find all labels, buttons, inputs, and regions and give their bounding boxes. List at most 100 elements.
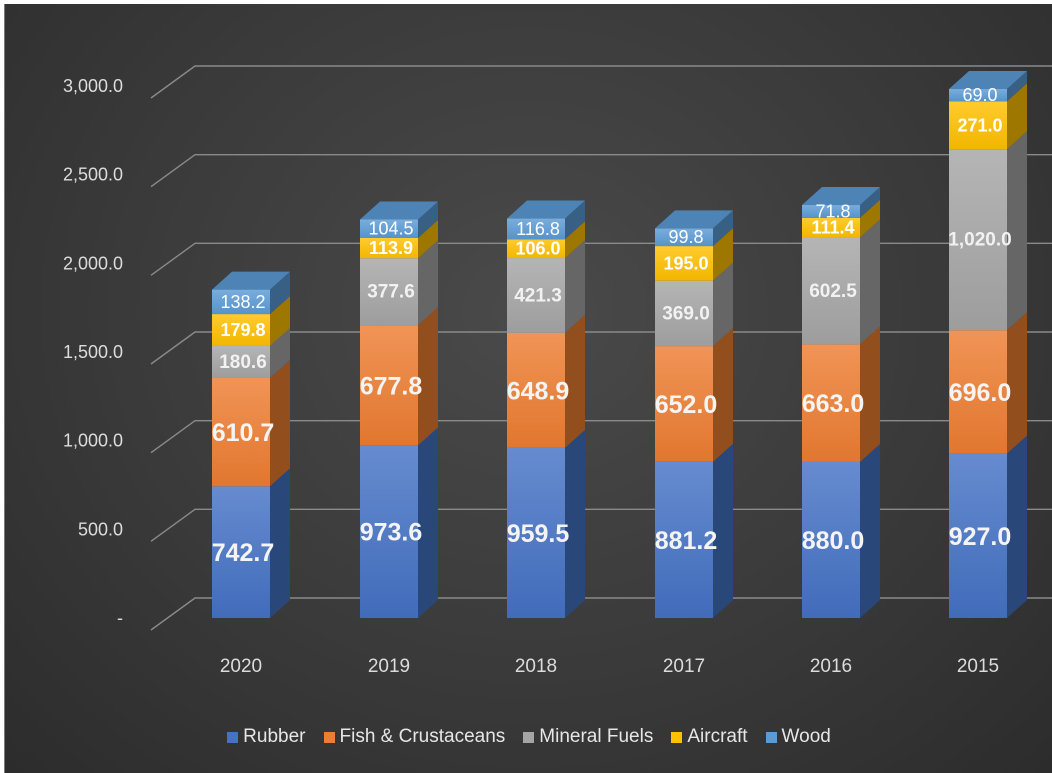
y-axis: - 500.0 1,000.0 1,500.0 2,000.0 2,500.0 3,000.… — [63, 76, 123, 628]
gridline — [150, 419, 1052, 454]
data-label: 959.5 — [507, 520, 570, 548]
bar-front — [507, 239, 565, 259]
bar-front — [360, 325, 418, 446]
bar-side — [565, 429, 585, 618]
gridlines — [150, 65, 1052, 631]
bar-side — [418, 219, 438, 259]
bar-segment — [507, 240, 585, 333]
y-tick-label: 500.0 — [78, 519, 123, 539]
data-label: 138.2 — [220, 292, 265, 312]
x-tick-label: 2015 — [957, 656, 999, 677]
bar-front — [360, 237, 418, 259]
y-tick-label: 1,500.0 — [63, 342, 123, 362]
bar-side — [1007, 71, 1027, 102]
bar-segment — [802, 199, 880, 238]
data-label: 106.0 — [515, 239, 560, 259]
y-tick-label: 2,500.0 — [63, 165, 123, 185]
legend-label: Rubber — [243, 726, 306, 747]
bar-segment — [949, 83, 1027, 150]
data-label: 696.0 — [949, 379, 1012, 407]
bar-segment — [212, 359, 290, 487]
legend: Rubber Fish & Crustaceans Mineral Fuels Air… — [5, 726, 1052, 748]
gridline — [150, 153, 1052, 188]
bar-segment — [655, 228, 733, 281]
bar-front — [802, 217, 860, 238]
bar-front — [212, 289, 270, 315]
gridline — [150, 331, 1052, 365]
data-label: 742.7 — [212, 539, 275, 567]
data-label: 369.0 — [662, 303, 710, 324]
bar-top — [507, 200, 585, 219]
bar-side — [565, 314, 585, 448]
bar-segment — [949, 312, 1027, 454]
bar-side — [1007, 131, 1027, 331]
gridline — [150, 597, 1052, 631]
bar-front — [802, 461, 860, 618]
bar-front — [507, 218, 565, 240]
chart-area: - 500.0 1,000.0 1,500.0 2,000.0 2,500.0 3,000.… — [4, 4, 1052, 773]
bar-segment — [802, 326, 880, 462]
bar-front — [360, 219, 418, 238]
data-label: 111.4 — [811, 218, 854, 238]
data-label: 973.6 — [360, 519, 423, 547]
bar-segment — [655, 443, 733, 618]
bar-side — [270, 327, 290, 378]
data-label: 377.6 — [367, 282, 415, 303]
bar-side — [713, 443, 733, 618]
bar-front — [802, 205, 860, 218]
bar-segment — [507, 314, 585, 448]
bar-front — [507, 258, 565, 333]
bar-segment — [360, 219, 438, 259]
x-tick-label: 2018 — [515, 656, 557, 677]
data-label: 610.7 — [212, 419, 275, 447]
bar-side — [1007, 435, 1027, 618]
data-label: 652.0 — [655, 391, 718, 419]
bar-top — [655, 210, 733, 229]
data-label: 880.0 — [802, 527, 865, 555]
data-label: 602.5 — [809, 281, 857, 302]
data-label: 195.0 — [663, 253, 708, 273]
data-label: 421.3 — [514, 285, 562, 306]
stacked-bar-chart: - 500.0 1,000.0 1,500.0 2,000.0 2,500.0 3,000.… — [63, 65, 1052, 677]
bar-top — [212, 271, 290, 290]
bar-front — [949, 149, 1007, 331]
bar-front — [360, 445, 418, 618]
bar-front — [212, 345, 270, 378]
x-axis: 2020 2019 2018 2017 2016 2015 — [220, 656, 999, 677]
bar-front — [655, 228, 713, 247]
bar-front — [802, 237, 860, 345]
bar-front — [360, 258, 418, 326]
x-tick-label: 2019 — [368, 656, 410, 677]
bar-side — [713, 210, 733, 247]
legend-label: Aircraft — [687, 726, 748, 747]
data-label: 677.8 — [360, 372, 423, 400]
bar-front — [212, 314, 270, 346]
data-label: 271.0 — [957, 115, 1002, 135]
data-label: 179.8 — [220, 320, 265, 340]
gridline — [150, 65, 1052, 99]
bar-side — [418, 427, 438, 618]
legend-item: Mineral Fuels — [523, 726, 653, 748]
bar-front — [949, 101, 1007, 150]
bar-segment — [949, 435, 1027, 618]
bar-side — [860, 199, 880, 238]
bar-side — [713, 262, 733, 347]
gridline — [150, 242, 1052, 276]
y-tick-label: - — [117, 608, 123, 628]
bar-front — [655, 461, 713, 618]
bar-side — [418, 307, 438, 446]
legend-item: Wood — [765, 726, 831, 748]
legend-swatch — [765, 731, 777, 743]
bar-front — [655, 246, 713, 281]
bar-side — [1007, 83, 1027, 150]
bar-front — [655, 346, 713, 462]
data-label: 71.8 — [815, 201, 850, 221]
legend-item: Fish & Crustaceans — [323, 726, 505, 748]
bar-side — [860, 219, 880, 345]
bar-side — [860, 187, 880, 218]
x-tick-label: 2017 — [663, 656, 705, 677]
data-label: 1,020.0 — [948, 230, 1011, 251]
legend-swatch — [671, 731, 683, 743]
bar-segment — [360, 307, 438, 446]
data-label: 104.5 — [368, 219, 413, 239]
